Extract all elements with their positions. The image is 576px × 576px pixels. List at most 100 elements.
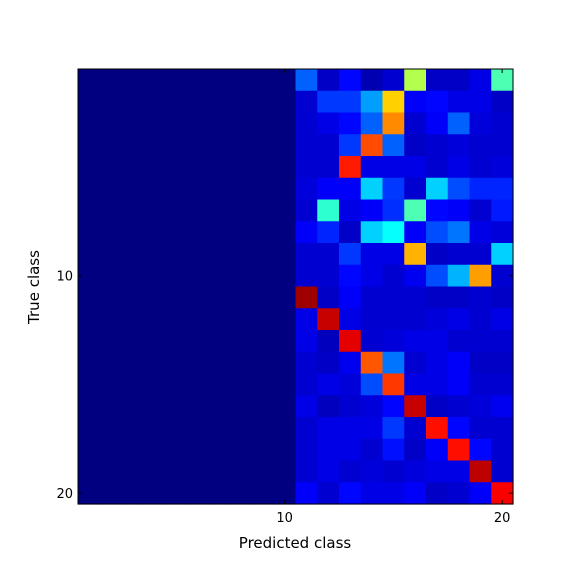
heatmap-cell-r14-c3 [121, 351, 144, 375]
heatmap-cell-r6-c20 [491, 177, 514, 201]
heatmap-cell-r1-c12 [317, 69, 340, 92]
heatmap-cell-r12-c10 [273, 308, 297, 331]
heatmap-cell-r16-c14 [360, 395, 384, 418]
heatmap-cell-r20-c1 [78, 482, 101, 505]
heatmap-cell-r3-c2 [99, 112, 123, 135]
heatmap-cell-r4-c14 [360, 134, 384, 157]
heatmap-cell-r4-c18 [447, 134, 471, 157]
heatmap-cell-r19-c14 [360, 460, 384, 483]
heatmap-cell-r9-c7 [208, 243, 231, 266]
heatmap-cell-r6-c12 [317, 177, 340, 201]
heatmap-cell-r16-c10 [273, 395, 297, 418]
heatmap-cell-r3-c7 [208, 112, 231, 135]
heatmap-cell-r7-c20 [491, 199, 514, 222]
heatmap-cell-r15-c11 [295, 373, 318, 396]
heatmap-cell-r17-c1 [78, 417, 101, 440]
heatmap-cell-r18-c8 [230, 438, 253, 462]
heatmap-cell-r4-c9 [252, 134, 275, 157]
heatmap-cell-r10-c3 [121, 264, 144, 288]
heatmap-cell-r7-c3 [121, 199, 144, 222]
heatmap-cell-r14-c5 [165, 351, 188, 375]
heatmap-cell-r12-c2 [99, 308, 123, 331]
heatmap-cell-r12-c4 [143, 308, 166, 331]
heatmap-cell-r16-c19 [469, 395, 492, 418]
heatmap-cell-r12-c3 [121, 308, 144, 331]
heatmap-cell-r1-c19 [469, 69, 492, 92]
heatmap-cell-r9-c11 [295, 243, 318, 266]
heatmap-cell-r5-c20 [491, 156, 514, 179]
heatmap-cell-r14-c13 [339, 351, 362, 375]
heatmap-cell-r18-c2 [99, 438, 123, 462]
heatmap-cell-r4-c6 [186, 134, 210, 157]
heatmap-cell-r15-c10 [273, 373, 297, 396]
heatmap-cell-r18-c9 [252, 438, 275, 462]
heatmap-cell-r15-c19 [469, 373, 492, 396]
heatmap-cell-r15-c6 [186, 373, 210, 396]
heatmap-cell-r5-c2 [99, 156, 123, 179]
heatmap-cell-r4-c13 [339, 134, 362, 157]
heatmap-cell-r20-c3 [121, 482, 144, 505]
heatmap-cell-r6-c2 [99, 177, 123, 201]
heatmap-cell-r13-c7 [208, 330, 231, 353]
heatmap-cell-r4-c8 [230, 134, 253, 157]
heatmap-cell-r9-c14 [360, 243, 384, 266]
heatmap-cell-r20-c18 [447, 482, 471, 505]
heatmap-cell-r2-c12 [317, 90, 340, 114]
heatmap-cell-r8-c15 [382, 221, 405, 244]
heatmap-cell-r8-c14 [360, 221, 384, 244]
heatmap-cell-r3-c11 [295, 112, 318, 135]
heatmap-cell-r4-c17 [426, 134, 449, 157]
heatmap-cell-r14-c8 [230, 351, 253, 375]
heatmap-cell-r18-c1 [78, 438, 101, 462]
heatmap-cell-r6-c4 [143, 177, 166, 201]
heatmap-cell-r11-c5 [165, 286, 188, 309]
heatmap-cell-r18-c4 [143, 438, 166, 462]
heatmap-cell-r6-c5 [165, 177, 188, 201]
heatmap-cell-r12-c1 [78, 308, 101, 331]
heatmap-cell-r4-c5 [165, 134, 188, 157]
heatmap-cell-r18-c7 [208, 438, 231, 462]
heatmap-cell-r12-c6 [186, 308, 210, 331]
heatmap-cell-r14-c19 [469, 351, 492, 375]
heatmap-cell-r15-c17 [426, 373, 449, 396]
y-tick-label-20: 20 [56, 487, 73, 502]
heatmap-cell-r18-c20 [491, 438, 514, 462]
heatmap-cell-r6-c7 [208, 177, 231, 201]
heatmap-cell-r9-c4 [143, 243, 166, 266]
heatmap-cell-r10-c1 [78, 264, 101, 288]
heatmap-cell-r7-c15 [382, 199, 405, 222]
heatmap-cell-r17-c15 [382, 417, 405, 440]
heatmap-cell-r16-c2 [99, 395, 123, 418]
heatmap-cell-r13-c5 [165, 330, 188, 353]
heatmap-cell-r1-c20 [491, 69, 514, 92]
heatmap-cell-r4-c16 [404, 134, 427, 157]
heatmap-cell-r18-c10 [273, 438, 297, 462]
heatmap-cell-r14-c18 [447, 351, 471, 375]
heatmap-cell-r17-c8 [230, 417, 253, 440]
y-tick-label-10: 10 [56, 270, 73, 285]
heatmap-cell-r12-c13 [339, 308, 362, 331]
heatmap-cell-r13-c14 [360, 330, 384, 353]
heatmap-cell-r3-c20 [491, 112, 514, 135]
heatmap-cell-r6-c13 [339, 177, 362, 201]
heatmap-cell-r12-c17 [426, 308, 449, 331]
heatmap-cell-r5-c1 [78, 156, 101, 179]
heatmap-cell-r4-c11 [295, 134, 318, 157]
heatmap-cell-r11-c18 [447, 286, 471, 309]
heatmap-cell-r2-c11 [295, 90, 318, 114]
heatmap-cell-r14-c2 [99, 351, 123, 375]
heatmap-cell-r20-c20 [491, 482, 514, 505]
heatmap-cells [78, 69, 514, 505]
heatmap-cell-r4-c20 [491, 134, 514, 157]
heatmap-cell-r2-c20 [491, 90, 514, 114]
heatmap-cell-r10-c15 [382, 264, 405, 288]
heatmap-cell-r16-c13 [339, 395, 362, 418]
heatmap-cell-r17-c7 [208, 417, 231, 440]
heatmap-cell-r1-c11 [295, 69, 318, 92]
heatmap-cell-r16-c15 [382, 395, 405, 418]
heatmap-cell-r9-c5 [165, 243, 188, 266]
heatmap-cell-r10-c11 [295, 264, 318, 288]
heatmap-cell-r15-c20 [491, 373, 514, 396]
heatmap-cell-r5-c12 [317, 156, 340, 179]
